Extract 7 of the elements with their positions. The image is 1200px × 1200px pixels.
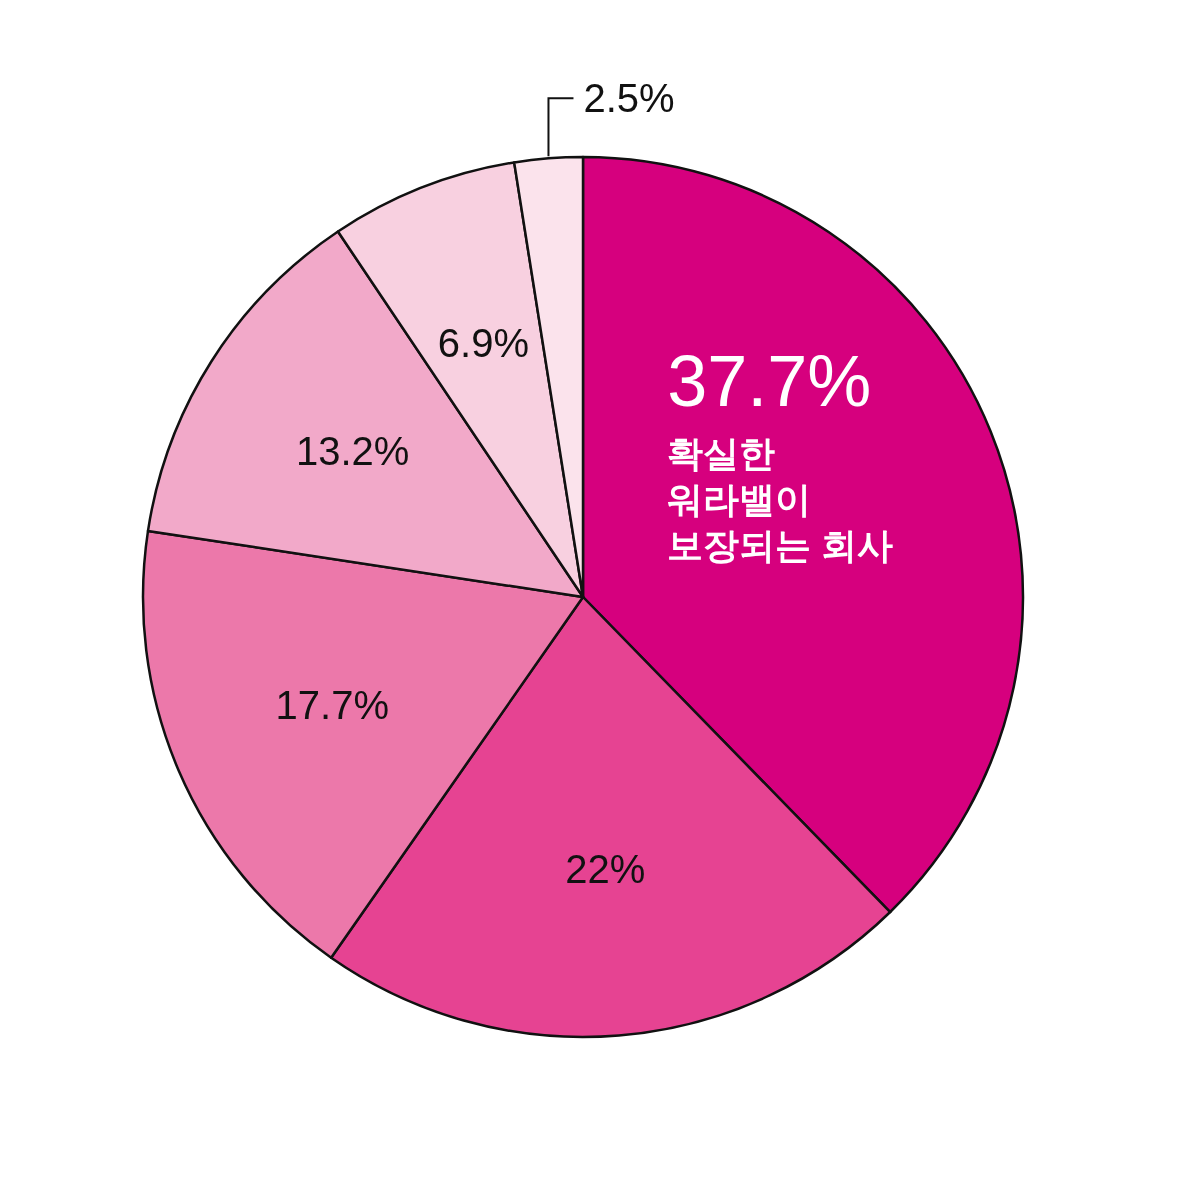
- data-label: 2.5%: [583, 76, 675, 121]
- data-label: 17.7%: [275, 682, 390, 727]
- slice-label: 확실한 워라밸이 보장되는 회사: [667, 432, 894, 566]
- data-label: 13.2%: [295, 428, 410, 473]
- data-label: 22%: [565, 846, 646, 891]
- data-label: 6.9%: [437, 321, 529, 366]
- data-label: 37.7%: [667, 340, 872, 421]
